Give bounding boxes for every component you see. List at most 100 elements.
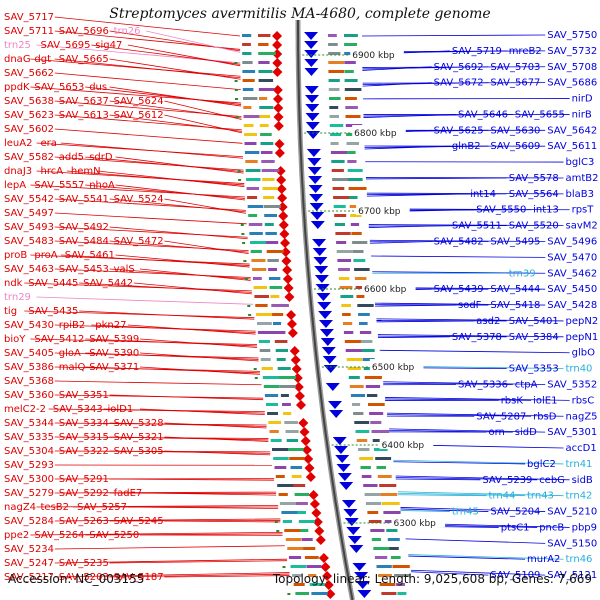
gene-label: SAV_5428	[547, 300, 597, 311]
left-strand-gene-arrow	[273, 94, 284, 104]
green-tick	[247, 305, 251, 307]
gene-leader-line	[30, 531, 283, 536]
left-category-bar	[286, 439, 299, 442]
left-strand-gene-arrow	[325, 589, 336, 599]
green-tick	[253, 368, 257, 370]
left-strand-gene-arrow	[273, 112, 284, 122]
right-category-bar	[381, 502, 400, 505]
gene-label: SAV_5624	[114, 96, 164, 107]
scale-labels: 6900 kbp 6800 kbp 6700 kbp 6600 kbp 6500 kbp…	[302, 47, 446, 529]
right-category-bar	[328, 34, 337, 37]
gene-label: SAV_5239	[482, 475, 532, 486]
right-category-bar	[329, 97, 341, 100]
gene-label: SAV_5334	[59, 418, 109, 429]
gene-label: SAV_5524	[114, 194, 164, 205]
left-category-bar	[250, 241, 268, 244]
right-strand-gene-arrow	[325, 383, 340, 391]
left-category-bar	[280, 394, 289, 397]
right-category-bar	[362, 358, 375, 361]
right-strand-gene-arrow	[304, 41, 319, 49]
left-category-bar	[246, 178, 261, 181]
gene-label: trn29	[4, 292, 31, 303]
gene-label: mreB2	[509, 46, 542, 57]
right-strand-gene-arrow	[305, 104, 320, 112]
left-category-bar	[244, 133, 257, 136]
gene-label: cebG	[539, 475, 565, 486]
right-category-bar	[361, 349, 375, 352]
right-category-bar	[380, 493, 398, 496]
gene-label: SAV_5492	[59, 222, 109, 233]
left-strand-gene-arrow	[273, 121, 284, 131]
left-category-bar	[259, 106, 274, 109]
green-tick	[243, 260, 247, 262]
gene-label: SAV_5399	[89, 334, 139, 345]
gene-leader-line	[378, 334, 564, 338]
gene-label: era	[41, 138, 57, 149]
right-category-bar	[340, 295, 354, 298]
gene-label: sidB	[572, 475, 593, 486]
left-strand-gene-arrow	[305, 472, 316, 482]
right-strand-gene-arrow	[313, 257, 328, 265]
gene-leader-line	[383, 382, 513, 385]
gene-leader-line	[109, 436, 269, 441]
right-category-bar	[354, 421, 370, 424]
right-category-bar	[376, 565, 392, 568]
left-category-bar	[276, 358, 286, 361]
left-category-bar	[258, 79, 274, 82]
right-category-bar	[366, 394, 378, 397]
gene-label: SAV_5444	[490, 284, 540, 295]
gene-label: SAV_5482	[434, 237, 484, 248]
gene-leader-line	[164, 422, 267, 429]
right-category-bar	[373, 547, 390, 550]
right-category-bar	[360, 466, 371, 469]
gene-label: iolD1	[108, 404, 134, 415]
right-strand-gene-arrow	[304, 50, 319, 58]
right-strand-gene-arrow	[304, 32, 319, 40]
left-strand-gene-arrow	[308, 490, 319, 500]
chromosome-axis	[295, 20, 355, 600]
right-category-bar	[374, 556, 388, 559]
gene-leader-line	[389, 429, 513, 433]
left-category-bar	[298, 520, 315, 523]
gene-leader-line	[127, 44, 241, 67]
right-category-bar	[375, 457, 392, 460]
gene-label: dnaJ3	[4, 166, 32, 177]
gene-label: proA	[34, 250, 57, 261]
left-strand-gene-arrow	[298, 418, 309, 428]
right-category-bar	[346, 133, 356, 136]
gene-label: rpiB2	[59, 320, 85, 331]
gene-leader-line	[115, 254, 250, 268]
right-category-bar	[331, 160, 345, 163]
left-category-bar	[243, 124, 254, 127]
green-tick	[237, 170, 241, 172]
gene-label: SAV_5217	[4, 572, 54, 583]
gene-leader-line	[398, 491, 564, 497]
left-category-bar	[260, 142, 274, 145]
gene-label: SAV_5609	[490, 141, 540, 152]
right-category-bar	[349, 385, 364, 388]
gene-label: lepA	[4, 180, 26, 191]
gene-leader-line	[400, 507, 546, 512]
gene-label: SAV_5550	[476, 205, 526, 216]
gene-leader-line	[24, 310, 255, 319]
left-strand-gene-arrow	[292, 373, 303, 383]
right-category-bar	[367, 511, 379, 514]
left-category-bar	[270, 295, 280, 298]
right-category-bar	[346, 358, 363, 361]
right-category-bar	[345, 349, 363, 352]
right-category-bar	[348, 178, 363, 181]
left-category-bar	[292, 574, 302, 577]
left-category-bar	[287, 547, 305, 550]
right-strand-gene-arrow	[312, 239, 327, 247]
gene-label: SAV_5109	[490, 570, 540, 581]
right-category-bar	[347, 160, 357, 163]
genome-summary-text: Topology: linear; Length: 9,025,608 bp; …	[272, 572, 592, 586]
gene-leader-line	[54, 212, 247, 225]
gene-leader-line	[85, 352, 259, 360]
right-category-bar	[358, 313, 370, 316]
left-category-bar	[304, 556, 319, 559]
gene-label: SAV_5463	[4, 264, 54, 275]
gene-label: SAV_5623	[4, 110, 54, 121]
left-strand-gene-arrow	[315, 535, 326, 545]
gene-leader-line	[109, 422, 267, 427]
